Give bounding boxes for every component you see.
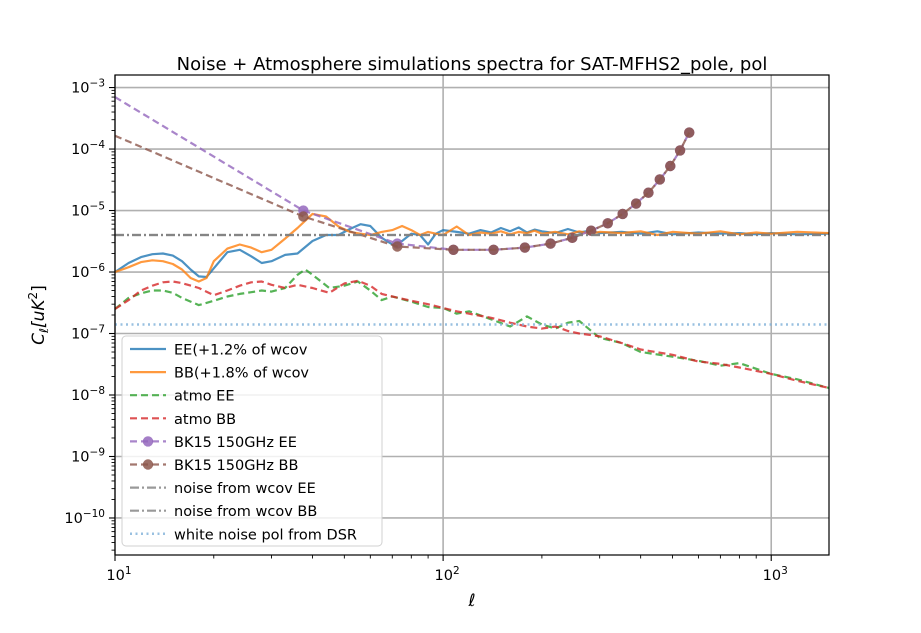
- series-2: [114, 268, 830, 390]
- legend-entry: noise from wcov EE: [130, 481, 316, 497]
- x-axis-label: ℓ: [467, 591, 475, 611]
- series-line: [114, 279, 830, 390]
- data-point: [665, 160, 676, 172]
- axes: 101 102 103 10−10 10−9 10−8 10−7 10−6 10−5 10−4 10…: [64, 74, 830, 584]
- data-point: [674, 145, 686, 156]
- data-point: [602, 218, 613, 229]
- data-point: [392, 241, 403, 252]
- legend-label: atmo EE: [174, 389, 235, 405]
- data-point: [298, 211, 309, 222]
- legend-entry: atmo BB: [130, 412, 236, 428]
- legend-entry: atmo EE: [130, 389, 235, 405]
- data-point: [585, 225, 597, 236]
- legend-label: white noise pol from DSR: [174, 527, 357, 543]
- series-1: [114, 212, 830, 283]
- y-tick-label: 10−10: [64, 508, 105, 527]
- data-point: [654, 174, 665, 185]
- data-point: [684, 127, 695, 138]
- legend-marker: [142, 459, 154, 470]
- legend-entry: BB(+1.8% of wcov: [130, 366, 309, 382]
- legend-entry: EE(+1.2% of wcov: [130, 343, 308, 359]
- x-tick-label: 101: [106, 565, 131, 584]
- legend-entry: white noise pol from DSR: [130, 527, 357, 543]
- legend-label: atmo BB: [174, 412, 236, 428]
- series-line: [114, 268, 830, 390]
- data-point: [545, 238, 556, 249]
- chart-title: Noise + Atmosphere simulations spectra f…: [177, 54, 768, 75]
- legend-marker: [142, 436, 154, 447]
- legend-entry: BK15 150GHz EE: [130, 435, 297, 451]
- data-point: [448, 244, 459, 255]
- y-tick-label: 10−9: [71, 446, 105, 465]
- legend-label: noise from wcov EE: [174, 481, 316, 497]
- legend-label: BK15 150GHz EE: [174, 435, 297, 451]
- legend-entry: BK15 150GHz BB: [130, 458, 298, 474]
- legend-box: [121, 335, 383, 547]
- y-tick-label: 10−8: [71, 385, 105, 404]
- legend-label: BB(+1.8% of wcov: [174, 366, 309, 382]
- data-point: [488, 244, 499, 255]
- series-3: [114, 279, 830, 390]
- series-layer: [114, 96, 830, 390]
- x-tick-label: 103: [763, 565, 788, 584]
- y-tick-label: 10−3: [71, 78, 105, 97]
- data-point: [519, 242, 531, 253]
- y-tick-label: 10−5: [71, 201, 105, 220]
- y-tick-label: 10−6: [71, 262, 105, 281]
- series-line: [114, 212, 830, 283]
- data-point: [643, 187, 654, 198]
- legend-entry: noise from wcov BB: [130, 504, 317, 520]
- y-axis-label: Cℓ[uK2]: [26, 285, 51, 345]
- y-tick-label: 10−7: [71, 324, 105, 343]
- y-tick-label: 10−4: [71, 139, 105, 158]
- legend-label: BK15 150GHz BB: [174, 458, 298, 474]
- legend: EE(+1.2% of wcov BB(+1.8% of wcov atmo EE a…: [121, 335, 383, 547]
- legend-label: EE(+1.2% of wcov: [174, 343, 308, 359]
- data-point: [630, 198, 642, 209]
- y-axis-label-text: Cℓ[uK2]: [26, 285, 51, 345]
- legend-label: noise from wcov BB: [174, 504, 317, 520]
- data-point: [617, 208, 628, 220]
- x-tick-label: 102: [435, 565, 460, 584]
- series-5: [114, 127, 695, 255]
- series-line: [114, 96, 691, 251]
